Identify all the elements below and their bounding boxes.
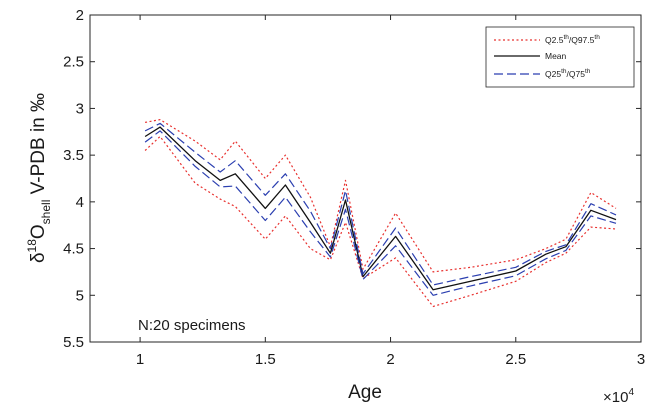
y-label-superscript: 18: [25, 239, 39, 253]
x-tick-label: 3: [637, 351, 645, 368]
x-exponent-base: ×10: [603, 389, 628, 406]
series-line-q2-5th-q97-5th-lower: [144, 135, 617, 308]
y-axis-label: δ18Oshell V-PDB in ‰: [25, 93, 53, 263]
y-tick-label: 4.5: [63, 241, 84, 258]
specimen-count-annotation: N:20 specimens: [138, 317, 246, 334]
legend-label-mean: Mean: [545, 51, 567, 61]
series-layer: [144, 118, 617, 308]
y-tick-label: 2.5: [63, 54, 84, 71]
y-tick-label: 4: [76, 194, 84, 211]
y-tick-label: 5.5: [63, 334, 84, 351]
y-tick-label: 2: [76, 7, 84, 24]
series-line-q2-5th-q97-5th-upper: [144, 118, 617, 273]
y-label-main: O: [28, 224, 49, 239]
series-line-q25th-q75th-upper: [144, 122, 617, 286]
legend-box: [485, 26, 635, 88]
y-tick-label: 5: [76, 287, 84, 304]
legend-label-q2-5th-q97-5th: Q2.5th/Q97.5th: [545, 34, 600, 45]
x-exponent-label: ×104: [603, 387, 634, 406]
x-tick-label: 2: [386, 351, 394, 368]
series-line-q25th-q75th-lower: [144, 130, 617, 296]
x-exponent-power: 4: [628, 387, 634, 398]
x-tick-label: 1: [136, 351, 144, 368]
tick-layer: 1 1.5 2 2.5 3 2 2.5 3 3.5 4 4.5 5 5.5: [63, 7, 645, 368]
y-tick-label: 3.5: [63, 147, 84, 164]
legend-label-q25th-q75th: Q25th/Q75th: [545, 68, 591, 79]
x-tick-label: 1.5: [255, 351, 276, 368]
legend: Q2.5th/Q97.5th Mean Q25th/Q75th: [485, 26, 635, 88]
y-label-subscript: shell: [39, 200, 53, 225]
y-tick-label: 3: [76, 100, 84, 117]
x-axis-label: Age: [348, 382, 382, 403]
legend-items: Q2.5th/Q97.5th Mean Q25th/Q75th: [494, 34, 600, 79]
series-line-mean: [144, 126, 617, 291]
y-label-delta: δ: [28, 252, 49, 263]
x-tick-label: 2.5: [505, 351, 526, 368]
y-label-rest: V-PDB in ‰: [28, 93, 49, 200]
